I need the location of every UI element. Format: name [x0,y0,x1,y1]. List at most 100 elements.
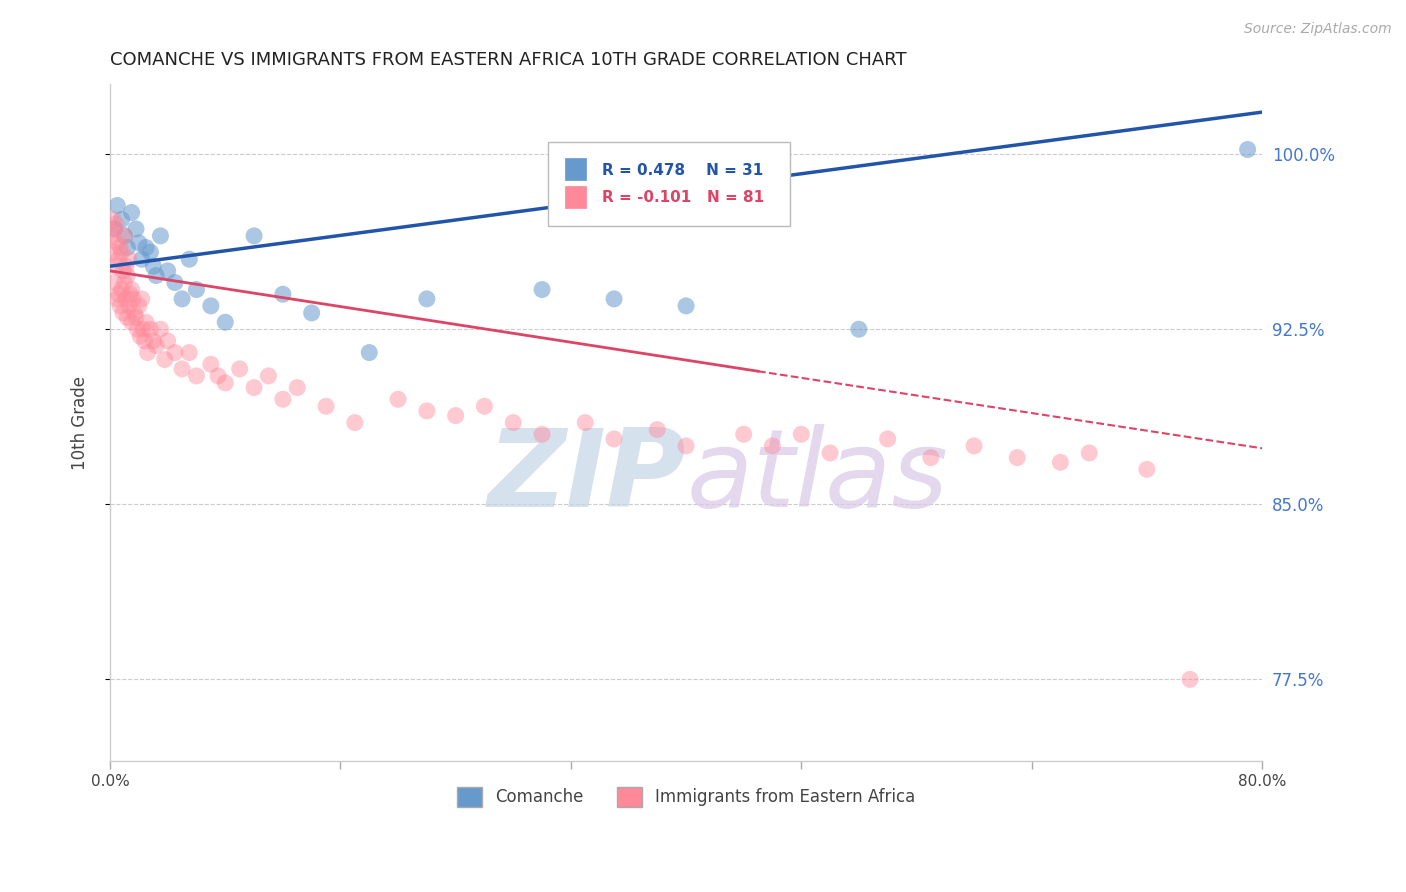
Point [285,381,308,395]
Point [107,252,129,267]
Point [186,368,208,383]
Legend: Comanche, Immigrants from Eastern Africa: Comanche, Immigrants from Eastern Africa [450,780,922,814]
Point [103,222,125,236]
Point [110,212,132,227]
Point [124,306,146,320]
Point [131,252,153,267]
Point [118,299,141,313]
Point [121,315,143,329]
Point [444,409,467,423]
Point [105,292,128,306]
Point [105,235,128,250]
Point [574,416,596,430]
Point [131,292,153,306]
FancyBboxPatch shape [565,158,586,180]
Text: ZIP: ZIP [488,424,686,530]
Point [121,283,143,297]
Point [790,427,813,442]
Point [115,292,138,306]
Point [207,368,229,383]
FancyBboxPatch shape [565,186,586,208]
Text: COMANCHE VS IMMIGRANTS FROM EASTERN AFRICA 10TH GRADE CORRELATION CHART: COMANCHE VS IMMIGRANTS FROM EASTERN AFRI… [110,51,907,69]
FancyBboxPatch shape [548,142,790,227]
Point [156,264,179,278]
Point [142,259,165,273]
Point [163,345,186,359]
Point [359,345,381,359]
Point [343,416,366,430]
Point [531,283,554,297]
Point [733,427,755,442]
Point [132,322,155,336]
Point [170,292,193,306]
Point [301,306,323,320]
Point [115,259,138,273]
Point [125,222,148,236]
Point [1049,455,1071,469]
Point [103,222,125,236]
Point [121,205,143,219]
Point [531,427,554,442]
Point [110,245,132,260]
Point [416,292,439,306]
Point [149,228,172,243]
Point [200,357,222,371]
Point [179,252,201,267]
Point [142,334,165,348]
Point [675,439,697,453]
Text: R = 0.478    N = 31: R = 0.478 N = 31 [602,162,763,178]
Point [145,338,167,352]
Point [963,439,986,453]
Point [107,287,129,301]
Point [101,212,124,227]
Point [271,287,294,301]
Point [214,376,236,390]
Point [149,322,172,336]
Point [603,432,626,446]
Point [104,259,127,273]
Point [179,345,201,359]
Point [243,381,266,395]
Point [1007,450,1029,465]
Point [153,352,176,367]
Point [136,345,159,359]
Point [502,416,524,430]
Point [170,362,193,376]
Point [114,276,136,290]
Point [818,446,841,460]
Text: atlas: atlas [686,425,948,529]
Point [103,276,125,290]
Point [117,240,139,254]
Point [1178,673,1201,687]
Point [118,252,141,267]
Text: Source: ZipAtlas.com: Source: ZipAtlas.com [1244,22,1392,37]
Point [127,322,149,336]
Point [114,228,136,243]
Point [114,228,136,243]
Point [125,310,148,325]
Point [474,399,496,413]
Point [387,392,409,407]
Point [134,334,156,348]
Point [135,315,157,329]
Point [920,450,942,465]
Point [200,299,222,313]
Point [135,240,157,254]
Point [108,240,131,254]
Point [645,423,668,437]
Point [112,306,135,320]
Point [1078,446,1101,460]
Point [761,439,783,453]
Y-axis label: 10th Grade: 10th Grade [72,376,89,469]
Point [104,217,127,231]
Point [110,283,132,297]
Point [128,235,150,250]
Point [257,368,280,383]
Point [603,292,626,306]
Point [848,322,870,336]
Point [122,292,145,306]
Point [100,228,122,243]
Point [120,287,142,301]
Point [128,299,150,313]
Point [186,283,208,297]
